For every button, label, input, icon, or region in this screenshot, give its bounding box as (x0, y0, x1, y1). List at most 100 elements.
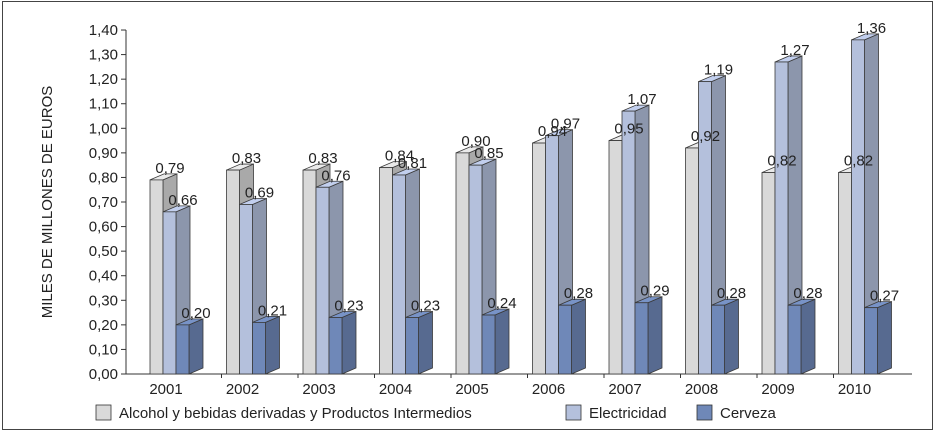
bar-side (341, 310, 357, 375)
x-tick-label: 2007 (608, 381, 641, 398)
legend-label: Electricidad (589, 405, 667, 422)
bar (787, 304, 802, 375)
x-tick-label: 2004 (379, 381, 412, 398)
bar (608, 140, 623, 375)
bar (838, 172, 852, 375)
data-label: 0,28 (717, 285, 746, 302)
bar (545, 135, 559, 375)
data-label: 0,23 (334, 297, 363, 314)
legend-label: Alcohol y bebidas derivadas y Productos … (119, 405, 472, 422)
bar-side (800, 298, 816, 375)
data-label: 0,83 (232, 150, 261, 167)
y-tick-label: 0,90 (89, 145, 118, 162)
data-label: 0,84 (385, 148, 414, 165)
y-tick-label: 0,60 (89, 219, 118, 236)
legend-swatch (565, 404, 582, 421)
x-tick-label: 2008 (685, 381, 718, 398)
data-label: 0,27 (870, 288, 899, 305)
data-label: 0,82 (844, 153, 873, 170)
bar (455, 152, 470, 375)
y-axis-title: MILES DE MILLONES DE EUROS (39, 86, 56, 319)
x-tick-label: 2003 (302, 381, 335, 398)
y-tick-label: 0,10 (89, 341, 118, 358)
bar-side (494, 308, 510, 375)
y-tick-label: 0,80 (89, 169, 118, 186)
x-tick-label: 2002 (226, 381, 259, 398)
legend-label: Cerveza (720, 405, 777, 422)
bar-side (418, 310, 433, 375)
y-tick-label: 0,50 (89, 243, 118, 260)
data-label: 0,20 (181, 305, 210, 322)
data-label: 0,28 (793, 285, 822, 302)
data-label: 0,97 (551, 116, 580, 133)
data-label: 1,27 (780, 42, 809, 59)
bar (851, 39, 865, 375)
bar (558, 304, 572, 375)
data-label: 0,92 (691, 128, 720, 145)
y-tick-label: 1,00 (89, 120, 118, 137)
data-label: 0,81 (398, 155, 427, 172)
data-label: 0,69 (245, 184, 274, 201)
data-label: 0,29 (640, 283, 669, 300)
y-tick-label: 1,30 (89, 47, 118, 64)
bar (315, 186, 330, 375)
bar-side (265, 315, 280, 375)
data-label: 1,07 (627, 91, 656, 108)
legend-swatch (696, 404, 713, 421)
bar-side (877, 301, 892, 375)
y-tick-label: 1,20 (89, 71, 118, 88)
bar (328, 317, 343, 375)
data-label: 0,95 (614, 121, 643, 138)
bar (149, 179, 164, 375)
bar (392, 174, 406, 375)
bar-side (188, 318, 204, 375)
bar (379, 167, 393, 375)
bar-side (724, 298, 739, 375)
data-label: 0,23 (411, 297, 440, 314)
x-tick-label: 2005 (455, 381, 488, 398)
data-label: 0,82 (767, 153, 796, 170)
data-label: 0,85 (474, 145, 503, 162)
bar (774, 61, 789, 375)
legend-swatch (95, 404, 112, 421)
y-tick-label: 1,40 (89, 22, 118, 39)
bar (162, 211, 177, 375)
bar (634, 302, 649, 375)
bar (685, 147, 699, 375)
x-tick-label: 2001 (149, 381, 182, 398)
bar (252, 322, 266, 375)
bar (711, 304, 725, 375)
bar-side (647, 296, 663, 375)
data-label: 1,36 (857, 20, 886, 37)
bar (302, 169, 317, 375)
bar (761, 172, 776, 375)
data-label: 0,94 (538, 123, 567, 140)
bar (405, 317, 419, 375)
bar (621, 110, 636, 375)
y-tick-label: 0,30 (89, 292, 118, 309)
data-label: 0,76 (321, 167, 350, 184)
data-label: 0,90 (461, 133, 490, 150)
y-tick-label: 0,40 (89, 268, 118, 285)
data-label: 0,66 (168, 192, 197, 209)
x-tick-label: 2010 (838, 381, 871, 398)
bar (175, 324, 190, 375)
data-label: 1,19 (704, 62, 733, 79)
bar (239, 204, 253, 375)
data-label: 0,83 (308, 150, 337, 167)
x-tick-label: 2009 (761, 381, 794, 398)
data-label: 0,28 (564, 285, 593, 302)
bar (226, 169, 240, 375)
x-tick-label: 2006 (532, 381, 565, 398)
y-tick-label: 0,00 (89, 366, 118, 383)
data-label: 0,79 (155, 160, 184, 177)
y-tick-label: 1,10 (89, 96, 118, 113)
bar (532, 142, 546, 375)
data-label: 0,21 (258, 302, 287, 319)
bar-side (571, 298, 586, 375)
y-tick-label: 0,70 (89, 194, 118, 211)
bar (698, 81, 712, 375)
data-label: 0,24 (487, 295, 516, 312)
bar (468, 164, 483, 375)
